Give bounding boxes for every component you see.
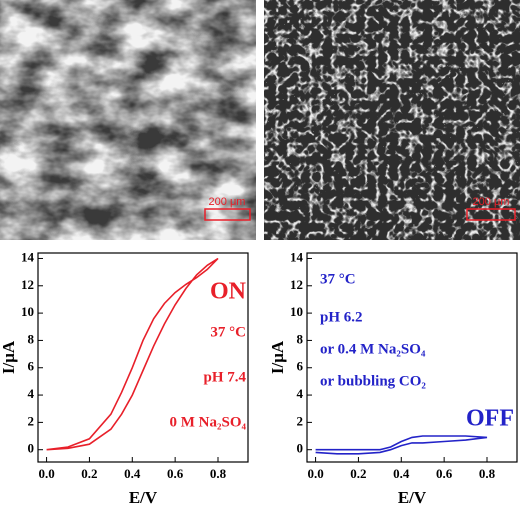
x-tick-label: 0.0 <box>38 466 54 481</box>
sem-image-left <box>0 0 256 240</box>
y-tick-label: 12 <box>290 277 303 292</box>
x-tick-label: 0.6 <box>167 466 184 481</box>
x-tick-label: 0.4 <box>393 466 410 481</box>
annotation: or 0.4 M Na₂SO₄ <box>320 341 426 357</box>
y-tick-label: 6 <box>297 359 304 374</box>
scale-bar <box>466 208 516 221</box>
x-tick-label: 0.8 <box>479 466 496 481</box>
y-tick-label: 14 <box>290 249 304 264</box>
y-axis-label: I/μA <box>268 340 287 374</box>
annotation: OFF <box>466 406 514 432</box>
plot-frame <box>37 252 249 463</box>
annotation: ON <box>210 279 247 305</box>
plot-frame <box>306 252 518 463</box>
cv-curve <box>315 435 488 455</box>
y-tick-label: 8 <box>28 331 35 346</box>
y-tick-label: 8 <box>297 331 304 346</box>
x-tick-label: 0.4 <box>124 466 141 481</box>
x-tick-label: 0.8 <box>210 466 227 481</box>
x-tick-label: 0.0 <box>307 466 323 481</box>
annotation: pH 7.4 <box>203 369 246 385</box>
y-tick-label: 4 <box>297 386 304 401</box>
y-tick-label: 10 <box>21 304 34 319</box>
annotation: 37 °C <box>210 324 246 340</box>
y-tick-label: 12 <box>21 277 34 292</box>
y-tick-label: 2 <box>28 413 35 428</box>
annotation: 0 M Na₂SO₄ <box>170 414 247 430</box>
y-tick-label: 2 <box>297 413 304 428</box>
annotation: or bubbling CO₂ <box>320 373 426 389</box>
y-axis-label: I/μA <box>0 340 18 374</box>
x-axis-label: E/V <box>398 488 427 507</box>
y-tick-label: 0 <box>28 441 35 456</box>
scale-label: 200 μm <box>209 196 246 208</box>
x-tick-label: 0.2 <box>350 466 366 481</box>
y-tick-label: 0 <box>297 441 304 456</box>
annotation: pH 6.2 <box>320 309 363 325</box>
y-tick-label: 14 <box>21 249 35 264</box>
scale-bar <box>204 208 251 221</box>
x-tick-label: 0.2 <box>81 466 97 481</box>
cv-curve <box>46 257 219 451</box>
y-tick-label: 4 <box>28 386 35 401</box>
y-tick-label: 10 <box>290 304 303 319</box>
x-tick-label: 0.6 <box>436 466 453 481</box>
y-tick-label: 6 <box>28 359 35 374</box>
annotation: 37 °C <box>320 271 356 287</box>
sem-image-right <box>264 0 520 240</box>
scale-label: 200 μm <box>473 196 510 208</box>
x-axis-label: E/V <box>129 488 158 507</box>
